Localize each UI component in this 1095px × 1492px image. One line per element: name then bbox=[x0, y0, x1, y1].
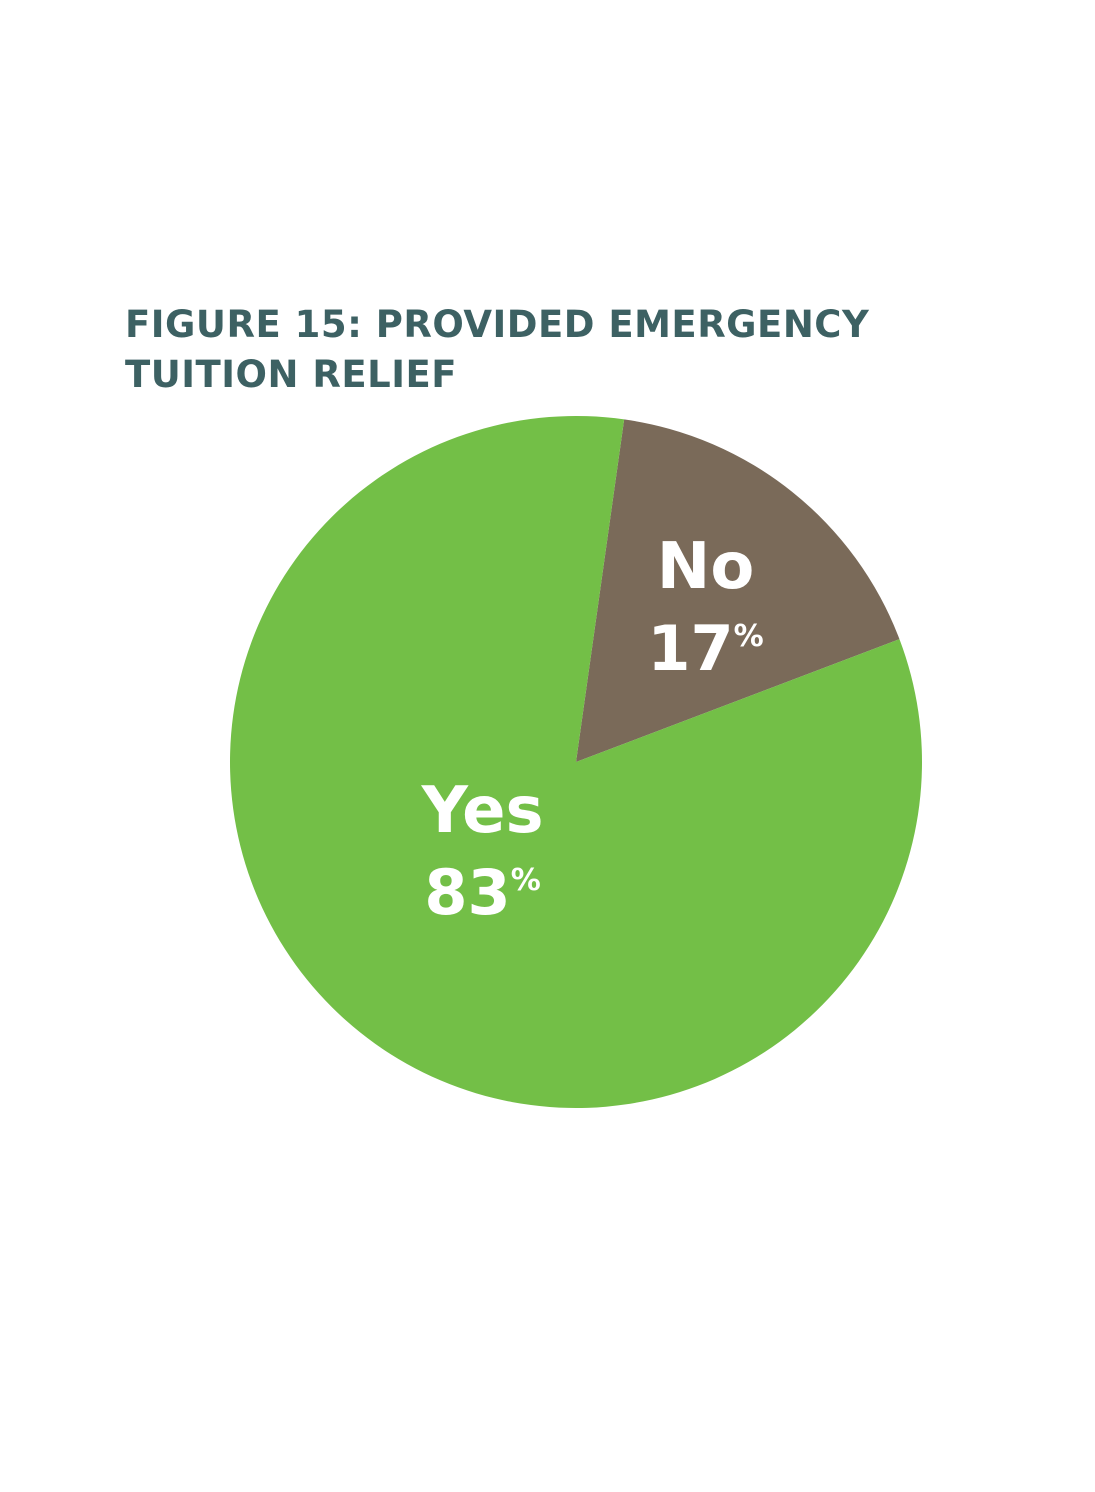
slice-label-yes: Yes bbox=[421, 774, 544, 848]
chart-title-line-2: TUITION RELIEF bbox=[125, 353, 458, 396]
chart-title: FIGURE 15: PROVIDED EMERGENCY TUITION RE… bbox=[125, 300, 1005, 400]
pie-slices bbox=[229, 415, 923, 1108]
pie-labels: No 17% Yes 83% bbox=[421, 530, 764, 929]
slice-label-no: No bbox=[657, 530, 755, 604]
slice-value-no: 17% bbox=[647, 612, 763, 685]
pie-slice-no bbox=[576, 419, 900, 762]
chart-title-line-1: FIGURE 15: PROVIDED EMERGENCY bbox=[125, 303, 870, 346]
slice-value-yes: 83% bbox=[424, 856, 540, 929]
pie-slice-yes bbox=[229, 415, 923, 1108]
